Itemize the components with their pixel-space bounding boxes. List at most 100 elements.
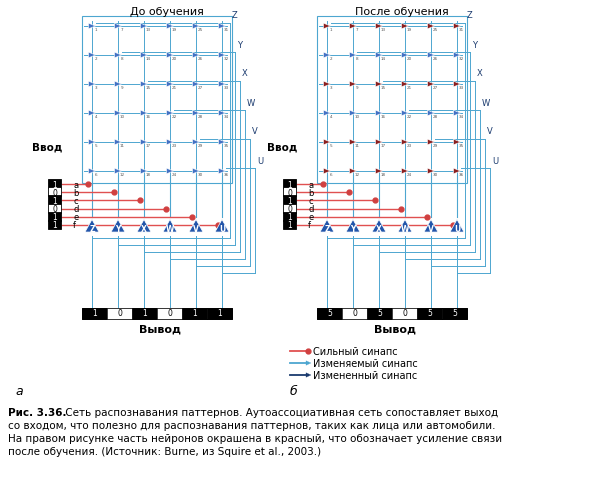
Polygon shape bbox=[320, 220, 334, 232]
Text: 17: 17 bbox=[146, 144, 150, 148]
Polygon shape bbox=[166, 140, 173, 145]
Text: 5: 5 bbox=[327, 309, 332, 318]
Polygon shape bbox=[218, 24, 225, 30]
Text: 10: 10 bbox=[119, 115, 124, 119]
Polygon shape bbox=[140, 53, 148, 59]
Text: 9: 9 bbox=[356, 86, 358, 90]
Polygon shape bbox=[375, 53, 382, 59]
Text: 22: 22 bbox=[407, 115, 412, 119]
Text: 36: 36 bbox=[458, 173, 464, 177]
Polygon shape bbox=[402, 24, 408, 30]
Text: d: d bbox=[73, 205, 78, 214]
Text: 1: 1 bbox=[92, 309, 97, 318]
Text: 17: 17 bbox=[381, 144, 385, 148]
Text: Вывод: Вывод bbox=[139, 324, 181, 334]
Text: 0: 0 bbox=[117, 309, 122, 318]
Polygon shape bbox=[349, 53, 356, 59]
Bar bbox=[48, 180, 61, 188]
Polygon shape bbox=[428, 24, 434, 30]
Bar bbox=[48, 212, 61, 221]
Text: U: U bbox=[454, 224, 460, 233]
Bar bbox=[207, 308, 232, 319]
Bar bbox=[283, 204, 296, 213]
Polygon shape bbox=[402, 140, 408, 145]
Polygon shape bbox=[88, 53, 96, 59]
Text: 16: 16 bbox=[146, 115, 150, 119]
Polygon shape bbox=[323, 24, 330, 30]
Polygon shape bbox=[428, 111, 434, 117]
Text: 2: 2 bbox=[330, 57, 332, 61]
Polygon shape bbox=[375, 140, 382, 145]
Polygon shape bbox=[306, 373, 311, 377]
Text: 1: 1 bbox=[288, 180, 293, 189]
Polygon shape bbox=[88, 24, 96, 30]
Polygon shape bbox=[189, 220, 203, 232]
Text: 28: 28 bbox=[198, 115, 202, 119]
Bar bbox=[48, 204, 61, 213]
Text: 14: 14 bbox=[381, 57, 385, 61]
Polygon shape bbox=[114, 53, 122, 59]
Bar bbox=[82, 17, 232, 184]
Polygon shape bbox=[323, 111, 330, 117]
Polygon shape bbox=[140, 111, 148, 117]
Text: 0: 0 bbox=[53, 205, 57, 214]
Text: W: W bbox=[247, 98, 255, 107]
Text: 0: 0 bbox=[402, 309, 407, 318]
Text: 28: 28 bbox=[432, 115, 438, 119]
Polygon shape bbox=[428, 140, 434, 145]
Polygon shape bbox=[88, 111, 96, 117]
Text: 0: 0 bbox=[167, 309, 172, 318]
Text: Y: Y bbox=[237, 41, 242, 50]
Text: 19: 19 bbox=[172, 28, 176, 32]
Polygon shape bbox=[163, 220, 177, 232]
Text: Сильный синапс: Сильный синапс bbox=[313, 346, 398, 356]
Text: Y: Y bbox=[115, 224, 121, 233]
Text: W: W bbox=[482, 98, 490, 107]
Polygon shape bbox=[140, 82, 148, 88]
Text: 8: 8 bbox=[356, 57, 358, 61]
Text: 5: 5 bbox=[377, 309, 382, 318]
Text: c: c bbox=[308, 196, 313, 205]
Polygon shape bbox=[398, 220, 412, 232]
Text: 15: 15 bbox=[381, 86, 385, 90]
Text: Z: Z bbox=[89, 224, 95, 233]
Text: 30: 30 bbox=[198, 173, 202, 177]
Text: 5: 5 bbox=[452, 309, 457, 318]
Text: f: f bbox=[73, 221, 76, 230]
Text: 1: 1 bbox=[53, 213, 57, 222]
Text: 15: 15 bbox=[146, 86, 150, 90]
Polygon shape bbox=[454, 140, 461, 145]
Polygon shape bbox=[323, 82, 330, 88]
Text: d: d bbox=[308, 205, 313, 214]
Polygon shape bbox=[137, 220, 151, 232]
Polygon shape bbox=[166, 53, 173, 59]
Text: 35: 35 bbox=[458, 144, 464, 148]
Text: 11: 11 bbox=[355, 144, 359, 148]
Text: 5: 5 bbox=[427, 309, 432, 318]
Polygon shape bbox=[215, 220, 229, 232]
Text: 30: 30 bbox=[432, 173, 438, 177]
Text: V: V bbox=[487, 127, 493, 136]
Text: 7: 7 bbox=[356, 28, 358, 32]
Text: 0: 0 bbox=[287, 205, 293, 214]
Polygon shape bbox=[192, 53, 199, 59]
Text: a: a bbox=[308, 180, 313, 189]
Polygon shape bbox=[349, 140, 356, 145]
Bar bbox=[442, 308, 467, 319]
Text: 14: 14 bbox=[146, 57, 150, 61]
Text: 1: 1 bbox=[288, 221, 293, 230]
Polygon shape bbox=[349, 24, 356, 30]
Bar bbox=[157, 308, 182, 319]
Text: X: X bbox=[242, 69, 248, 78]
Text: после обучения. (Источник: Burne, из Squire et al., 2003.): после обучения. (Источник: Burne, из Squ… bbox=[8, 446, 321, 456]
Text: Z: Z bbox=[467, 12, 473, 21]
Text: 1: 1 bbox=[142, 309, 147, 318]
Polygon shape bbox=[218, 169, 225, 174]
Polygon shape bbox=[88, 169, 96, 174]
Text: 20: 20 bbox=[407, 57, 412, 61]
Polygon shape bbox=[140, 169, 148, 174]
Text: 5: 5 bbox=[330, 144, 332, 148]
Text: б: б bbox=[290, 385, 298, 398]
Text: 24: 24 bbox=[407, 173, 412, 177]
Text: 32: 32 bbox=[224, 57, 229, 61]
